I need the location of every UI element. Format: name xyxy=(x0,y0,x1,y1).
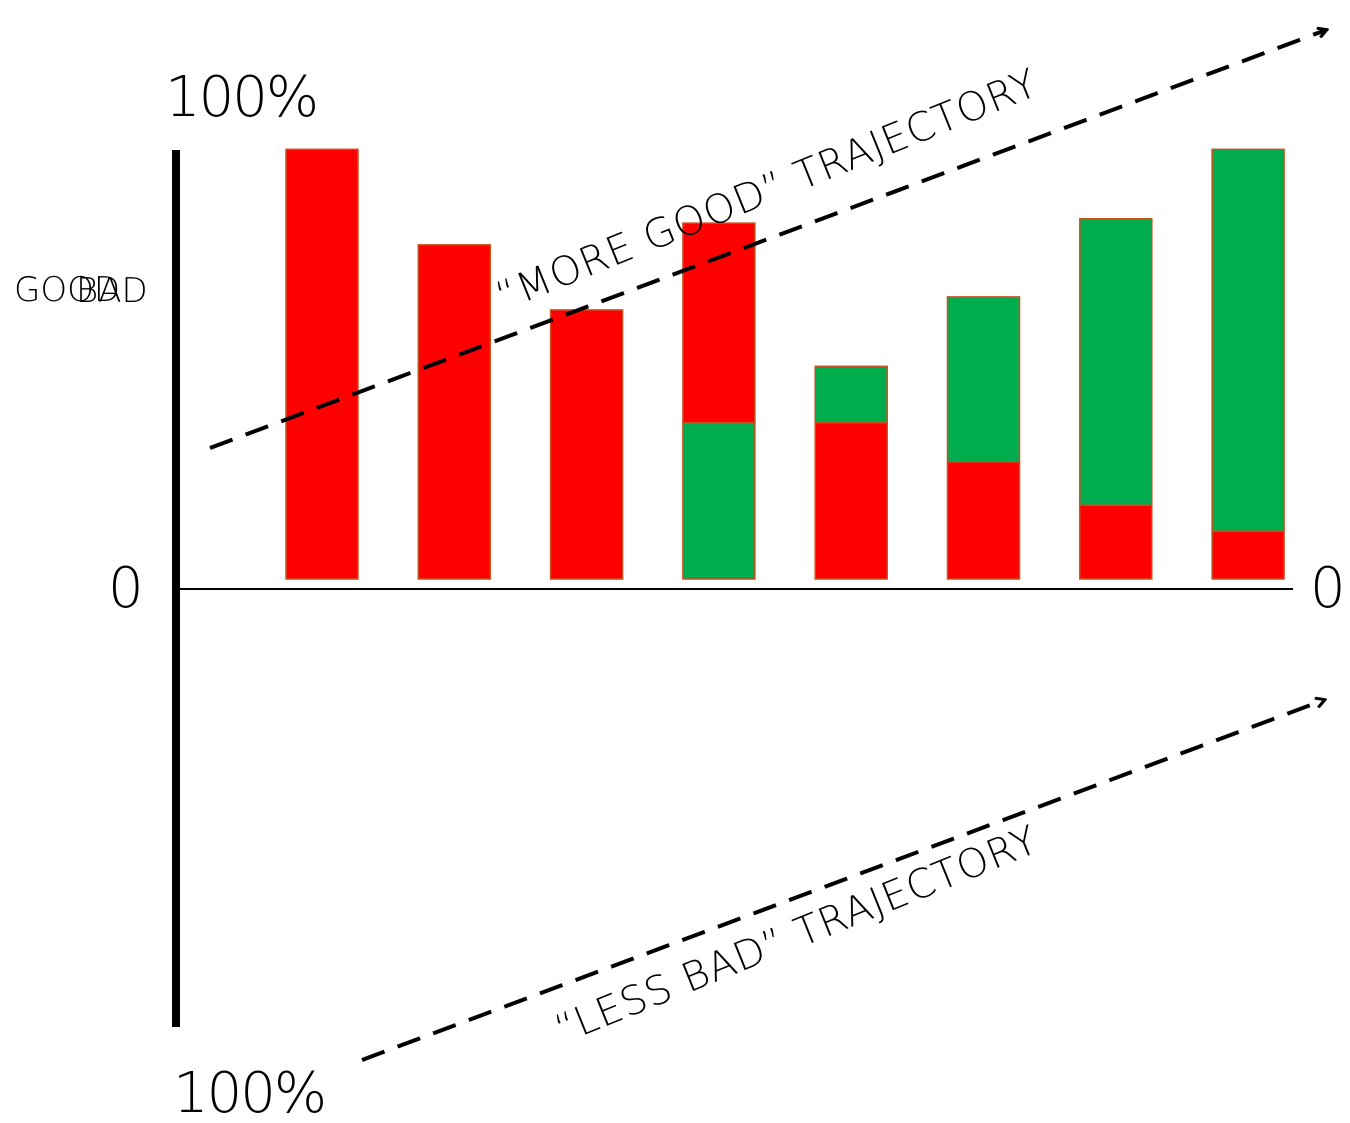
bar-6-good-segment xyxy=(946,296,1021,463)
bar-8-bad-segment xyxy=(1211,530,1285,580)
bad-side-label: BAD xyxy=(76,271,148,311)
zero-left-label: 0 xyxy=(108,556,142,621)
more-good-arrow xyxy=(209,30,1326,450)
bar-5-bad-segment xyxy=(814,422,888,580)
zero-right-label: 0 xyxy=(1310,556,1344,621)
bar-4-bad-segment xyxy=(682,222,756,424)
top-percent-label: 100% xyxy=(165,65,317,130)
bar-6-bad-segment xyxy=(946,461,1021,580)
more-good-trajectory-label: “MORE GOOD” TRAJECTORY xyxy=(490,60,1045,320)
bar-4-good-segment xyxy=(682,422,756,580)
bar-group xyxy=(285,148,1285,580)
bar-7-good-segment xyxy=(1079,218,1153,506)
bar-7-bad-segment xyxy=(1079,504,1153,580)
bar-5-good-segment xyxy=(814,365,888,424)
bar-3-bad-segment xyxy=(549,309,624,580)
good-side-label: GOOD xyxy=(14,270,120,310)
less-bad-trajectory-label: “LESS BAD” TRAJECTORY xyxy=(549,817,1045,1053)
bottom-percent-label: 100% xyxy=(173,1061,325,1123)
bar-8-good-segment xyxy=(1211,148,1285,533)
less-bad-arrow xyxy=(361,700,1324,1062)
bar-2-bad-segment xyxy=(417,244,492,580)
bar-1-bad-segment xyxy=(285,148,359,580)
